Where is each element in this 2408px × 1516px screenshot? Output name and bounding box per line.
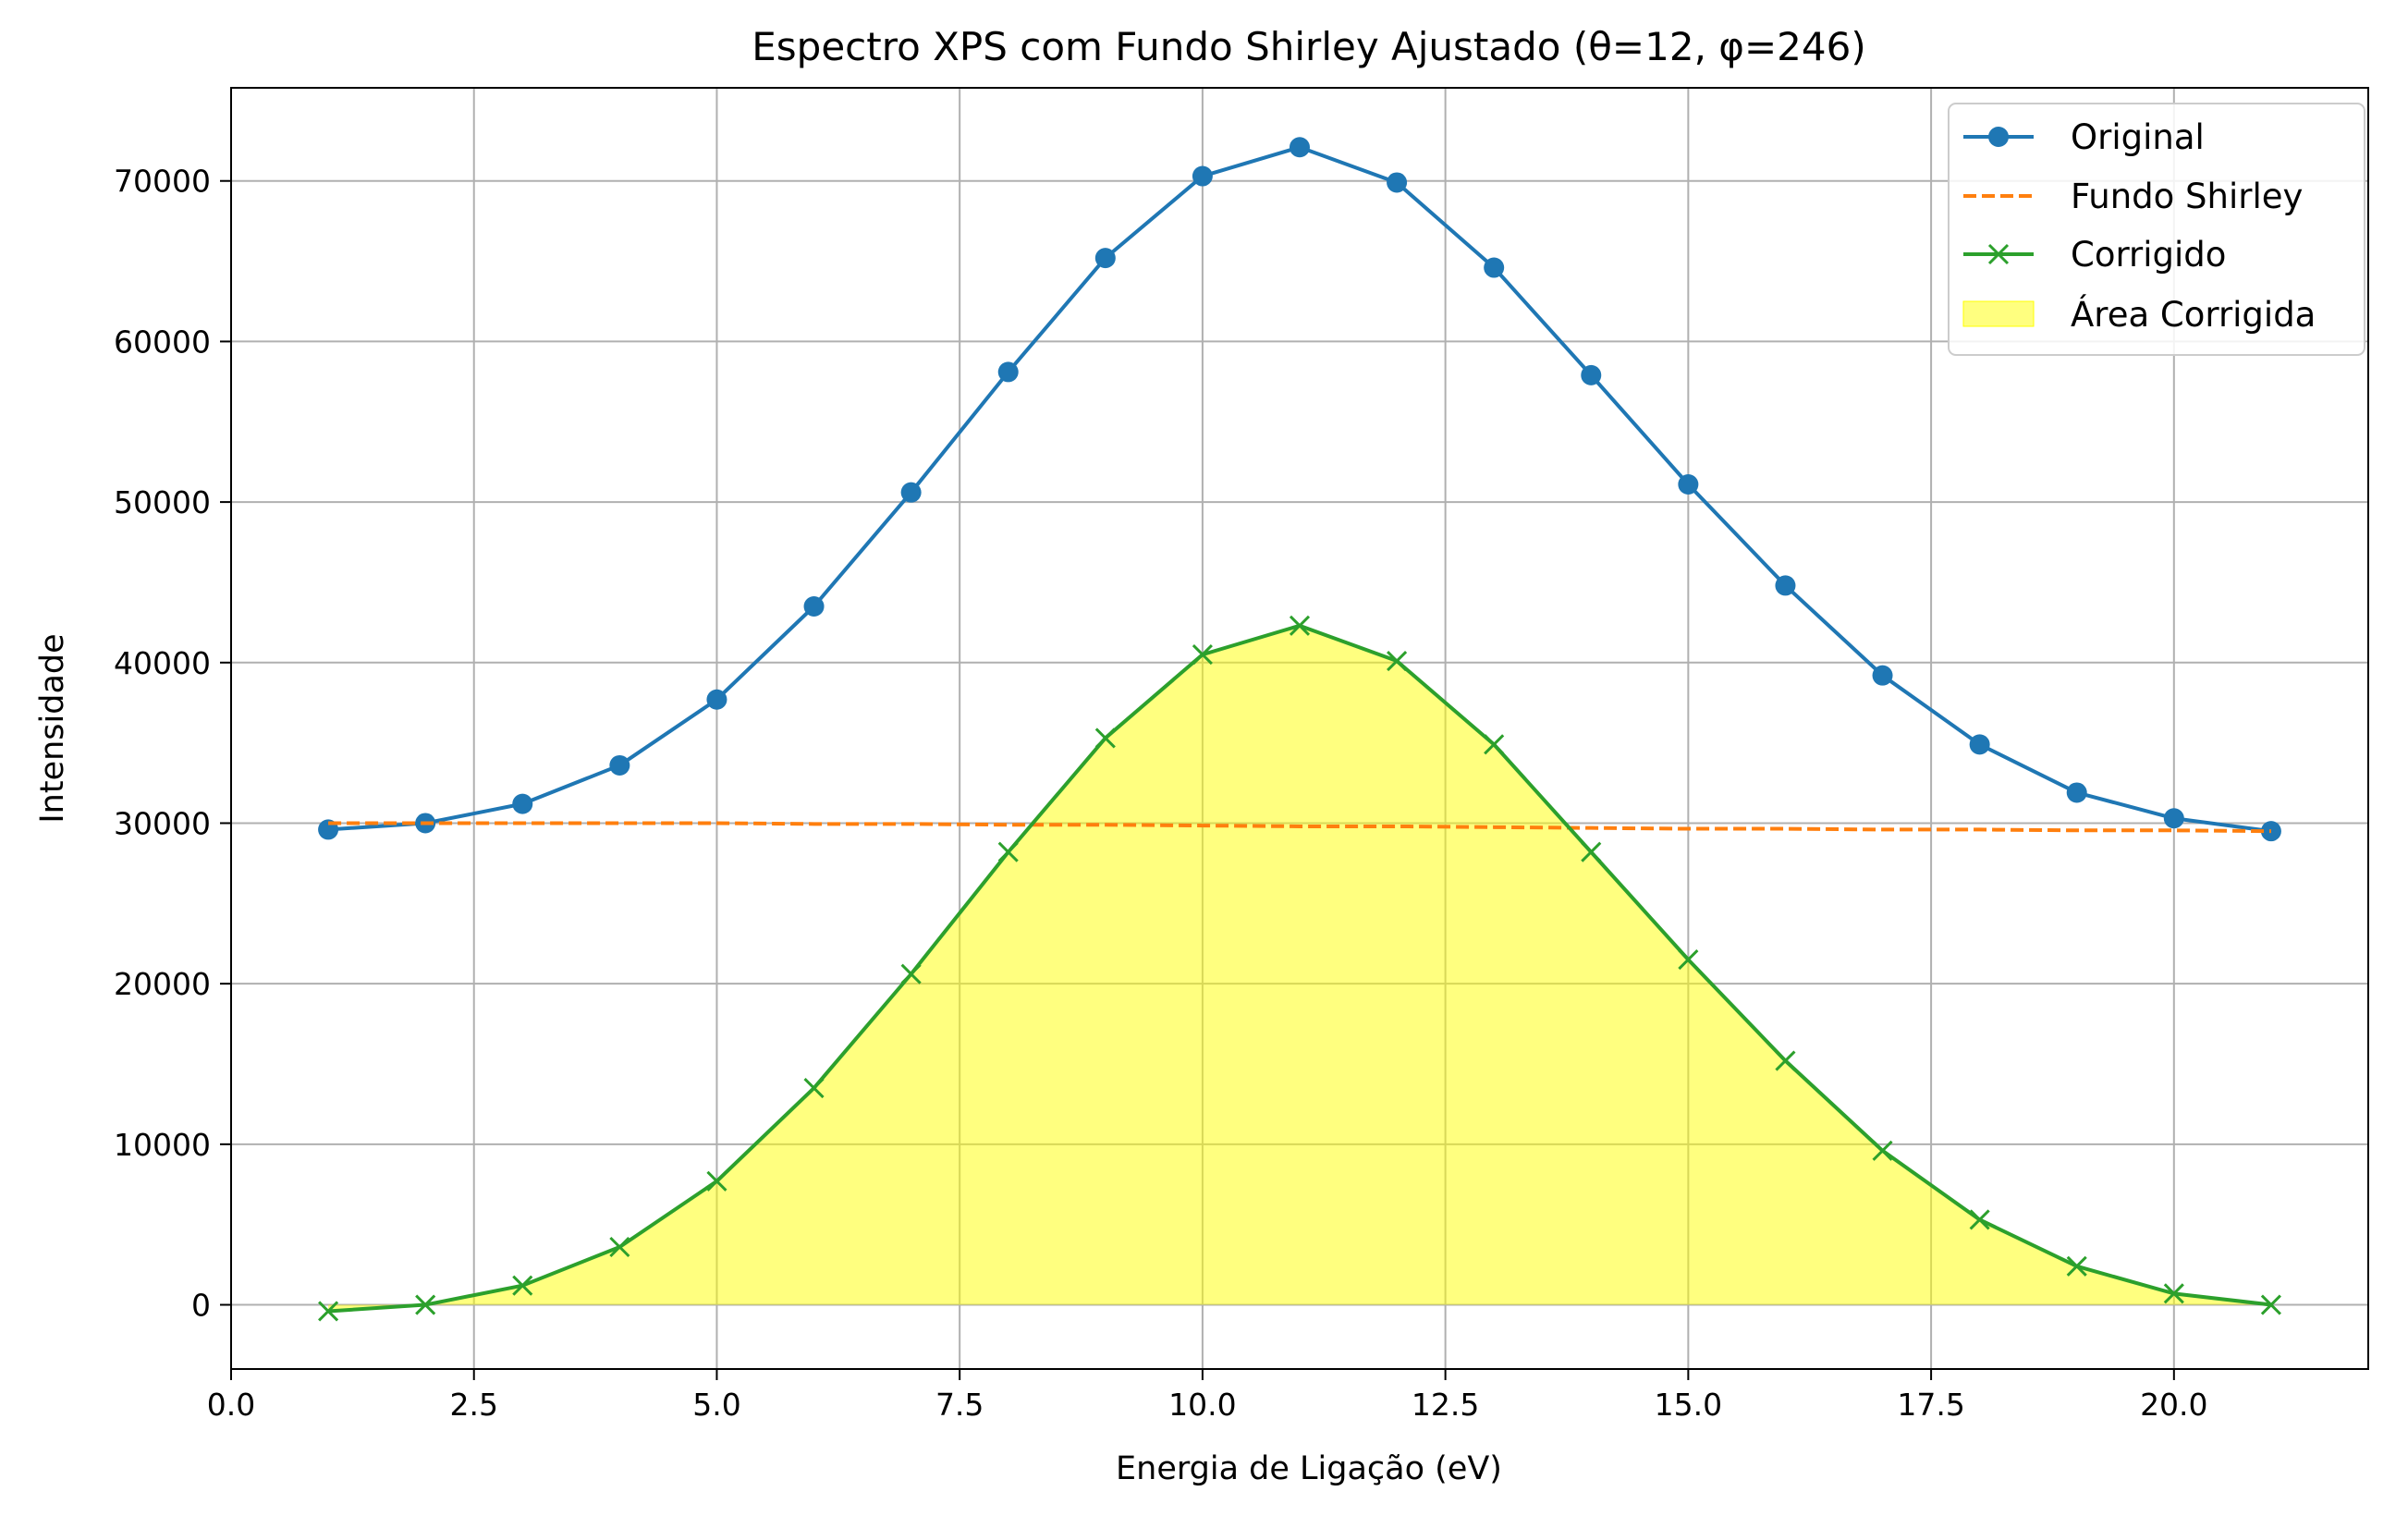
y-tick-label: 60000	[114, 324, 211, 360]
y-axis-title: Intensidade	[34, 633, 71, 823]
data-point	[1387, 650, 1408, 672]
series-line-fundo-shirley	[328, 821, 2271, 834]
data-point	[1678, 949, 1699, 971]
x-tick-label: 10.0	[1168, 1387, 1236, 1423]
y-tick-label: 20000	[114, 966, 211, 1002]
data-point	[1969, 1209, 1990, 1230]
data-point	[2163, 808, 2184, 829]
series-fundo-shirley	[328, 821, 2271, 834]
data-point	[1094, 248, 1116, 269]
legend-item-area-corrigida: Área Corrigida	[1962, 294, 2316, 335]
data-point	[1775, 1050, 1796, 1071]
data-point	[706, 689, 727, 710]
data-point	[318, 1301, 339, 1322]
data-point	[706, 1170, 727, 1192]
legend-frame	[1948, 103, 2365, 356]
data-point	[803, 596, 825, 617]
chart-title: Espectro XPS com Fundo Shirley Ajustado …	[752, 24, 1865, 69]
data-point	[1484, 257, 1505, 278]
data-point	[1581, 364, 1602, 385]
legend-item-original: Original	[1963, 117, 2205, 157]
x-axis: 0.0 2.5 5.0 7.5 10.0 12.5 15.0 17.5 20.0	[207, 1369, 2208, 1423]
data-point	[1678, 474, 1699, 495]
x-tick-label: 12.5	[1412, 1387, 1479, 1423]
legend-label-area-corrigida: Área Corrigida	[2071, 294, 2316, 335]
legend-label-fundo-shirley: Fundo Shirley	[2071, 177, 2303, 216]
data-point	[1290, 137, 1310, 158]
x-tick-label: 7.5	[935, 1387, 984, 1423]
x-axis-title: Energia de Ligação (eV)	[1116, 1450, 1502, 1487]
y-axis: 0 10000 20000 30000 40000 50000 60000 70000	[114, 164, 231, 1324]
data-point	[512, 793, 533, 814]
data-point	[1872, 665, 1893, 686]
x-tick-label: 0.0	[207, 1387, 255, 1423]
data-point	[1387, 172, 1408, 193]
data-point	[997, 841, 1019, 862]
legend-item-corrigido: Corrigido	[1963, 235, 2226, 275]
legend-item-fundo-shirley: Fundo Shirley	[1963, 177, 2303, 216]
legend-label-corrigido: Corrigido	[2071, 235, 2226, 275]
area-corrigida-fill	[328, 625, 2271, 1312]
legend: Original Fundo Shirley Corrigido Área Co…	[1948, 103, 2365, 356]
data-point	[1192, 644, 1213, 666]
data-point	[1289, 615, 1311, 636]
y-tick-label: 50000	[114, 484, 211, 520]
series-layer	[318, 137, 2281, 1322]
data-point	[2260, 1294, 2281, 1315]
y-tick-label: 40000	[114, 645, 211, 681]
data-point	[1872, 1140, 1893, 1161]
y-tick-label: 70000	[114, 164, 211, 200]
fill-layer	[328, 625, 2271, 1312]
y-tick-label: 10000	[114, 1127, 211, 1163]
data-point	[1581, 841, 1602, 862]
legend-label-original: Original	[2071, 117, 2205, 157]
y-tick-label: 0	[191, 1288, 211, 1324]
data-point	[609, 1236, 630, 1258]
data-point	[609, 754, 630, 776]
x-tick-label: 2.5	[449, 1387, 497, 1423]
data-point	[1484, 734, 1505, 755]
y-tick-label: 30000	[114, 805, 211, 841]
data-point	[900, 963, 922, 984]
data-point	[2066, 782, 2087, 803]
data-point	[1192, 165, 1213, 187]
data-point	[1969, 734, 1990, 755]
x-tick-label: 5.0	[692, 1387, 740, 1423]
data-point	[2066, 1255, 2087, 1277]
data-point	[997, 361, 1019, 383]
x-tick-label: 17.5	[1897, 1387, 1964, 1423]
data-point	[1775, 575, 1796, 596]
data-point	[512, 1275, 533, 1296]
data-point	[415, 1294, 436, 1315]
x-tick-label: 15.0	[1655, 1387, 1722, 1423]
data-point	[900, 482, 922, 503]
plot-frame	[230, 87, 2369, 1370]
series-corrigido	[318, 615, 2281, 1322]
data-point	[1094, 727, 1116, 749]
data-point	[2163, 1283, 2184, 1304]
x-tick-label: 20.0	[2140, 1387, 2207, 1423]
data-point	[803, 1077, 825, 1099]
